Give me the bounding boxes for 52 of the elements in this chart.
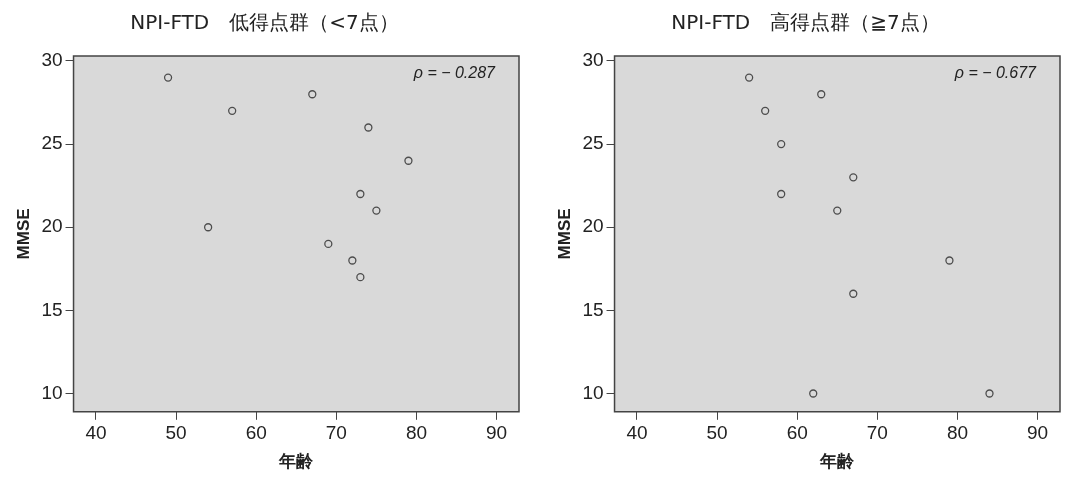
point	[761, 106, 770, 116]
y-axis-title: MMSE	[554, 208, 574, 260]
point	[744, 73, 754, 82]
y-tick-label: 10	[582, 381, 604, 403]
x-tick-label: 80	[946, 422, 969, 444]
y-tick-label: 30	[582, 49, 604, 71]
point	[308, 90, 317, 99]
point	[849, 289, 858, 298]
y-axis-title: MMSE	[13, 208, 33, 260]
point	[203, 223, 213, 232]
point	[364, 123, 373, 132]
point	[372, 206, 381, 215]
y-tick-label: 25	[582, 132, 604, 154]
x-tick-label: 60	[245, 422, 267, 444]
y-tick-label: 15	[41, 298, 63, 320]
point	[163, 73, 173, 82]
point	[348, 256, 357, 265]
point	[945, 256, 954, 265]
y-tick-label: 30	[41, 49, 63, 71]
x-tick-label: 50	[165, 422, 187, 444]
x-tick-label: 40	[626, 422, 648, 444]
point	[833, 206, 842, 215]
x-tick-label: 90	[486, 422, 508, 444]
point	[356, 189, 365, 199]
x-axis-title: 年齢	[819, 451, 856, 472]
point	[985, 389, 994, 398]
y-tick-label: 10	[41, 381, 63, 403]
point	[777, 189, 786, 199]
x-tick-label: 40	[85, 422, 107, 444]
point	[777, 139, 786, 149]
point	[809, 389, 818, 398]
x-axis-title: 年齢	[278, 451, 315, 472]
point	[817, 90, 826, 99]
point	[324, 239, 333, 249]
x-tick-label: 80	[405, 422, 428, 444]
y-tick-label: 20	[41, 215, 63, 237]
x-tick-label: 50	[706, 422, 728, 444]
annotation: ρ = − 0.287	[412, 64, 497, 82]
x-tick-label: 70	[325, 422, 347, 444]
annotation: ρ = − 0.677	[953, 64, 1038, 82]
point	[356, 272, 365, 282]
chart-title: NPI-FTD 高得点群（≧7点）	[671, 10, 940, 35]
x-tick-label: 70	[866, 422, 888, 444]
point	[404, 156, 413, 165]
y-tick-label: 20	[582, 215, 604, 237]
chart-title: NPI-FTD 低得点群（<7点）	[130, 10, 399, 35]
x-tick-label: 60	[786, 422, 808, 444]
point	[849, 173, 858, 182]
y-tick-label: 25	[41, 132, 63, 154]
point	[228, 106, 237, 116]
y-tick-label: 15	[582, 298, 604, 320]
x-tick-label: 90	[1027, 422, 1049, 444]
